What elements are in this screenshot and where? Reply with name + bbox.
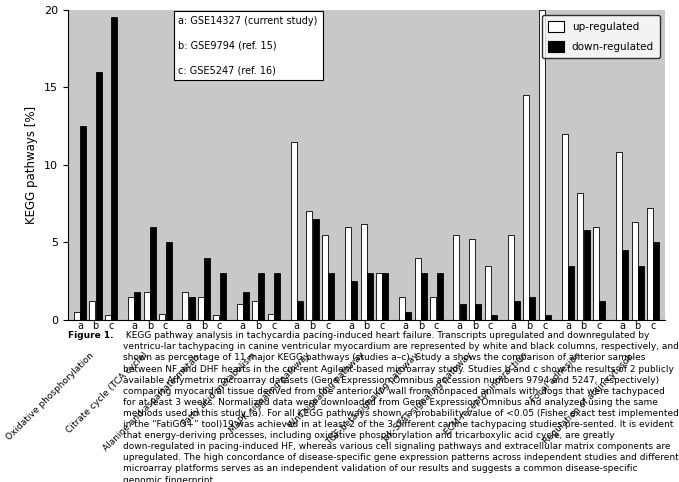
Bar	[562, 134, 568, 320]
Bar	[382, 273, 388, 320]
Bar	[328, 273, 334, 320]
Bar	[568, 266, 574, 320]
Text: a: GSE14327 (current study)

b: GSE9794 (ref. 15)

c: GSE5247 (ref. 16): a: GSE14327 (current study) b: GSE9794 (…	[179, 16, 318, 76]
Bar	[198, 297, 204, 320]
Text: Oxidative phosphorylation: Oxidative phosphorylation	[5, 350, 96, 442]
Text: KEGG pathway analysis in tachycardia pacing-induced heart failure. Transcripts u: KEGG pathway analysis in tachycardia pac…	[123, 331, 679, 482]
Text: Regulation of actin cytosok.: Regulation of actin cytosok.	[542, 350, 638, 446]
Bar	[647, 208, 653, 320]
Bar	[252, 301, 258, 320]
Bar	[243, 292, 249, 320]
Bar	[361, 224, 367, 320]
Bar	[183, 292, 188, 320]
Bar	[134, 292, 141, 320]
Bar	[367, 273, 373, 320]
Bar	[259, 273, 264, 320]
Bar	[405, 312, 411, 320]
Bar	[306, 212, 312, 320]
Bar	[74, 312, 80, 320]
Bar	[105, 315, 111, 320]
Bar	[128, 297, 134, 320]
Y-axis label: KEGG pathways [%]: KEGG pathways [%]	[26, 106, 39, 224]
Bar	[376, 273, 382, 320]
Bar	[204, 258, 210, 320]
Bar	[653, 242, 659, 320]
Bar	[437, 273, 443, 320]
Bar	[312, 219, 318, 320]
Bar	[491, 315, 497, 320]
Bar	[213, 315, 219, 320]
Bar	[616, 152, 622, 320]
Bar	[189, 297, 195, 320]
Bar	[638, 266, 644, 320]
Bar	[297, 301, 303, 320]
Bar	[220, 273, 225, 320]
Text: Alanine and aspartate metab.: Alanine and aspartate metab.	[102, 350, 204, 453]
Bar	[577, 193, 583, 320]
Text: ECM-receptor interaction: ECM-receptor interaction	[443, 350, 530, 437]
Bar	[399, 297, 405, 320]
Bar	[508, 235, 513, 320]
Bar	[144, 292, 149, 320]
Bar	[485, 266, 490, 320]
Bar	[514, 301, 520, 320]
Bar	[111, 17, 117, 320]
Bar	[160, 314, 165, 320]
Bar	[90, 301, 96, 320]
Bar	[430, 297, 437, 320]
Bar	[460, 305, 466, 320]
Bar	[584, 230, 589, 320]
Bar	[351, 281, 357, 320]
Text: Fatty acid metabolism: Fatty acid metabolism	[181, 350, 258, 428]
Bar	[421, 273, 427, 320]
Bar	[593, 227, 599, 320]
Bar	[415, 258, 421, 320]
Bar	[454, 235, 460, 320]
Bar	[274, 273, 280, 320]
Bar	[150, 227, 156, 320]
Bar	[322, 235, 328, 320]
Bar	[166, 242, 172, 320]
Bar	[622, 250, 628, 320]
Bar	[469, 239, 475, 320]
Legend: up-regulated, down-regulated: up-regulated, down-regulated	[542, 15, 660, 58]
Bar	[530, 297, 536, 320]
Bar	[80, 126, 86, 320]
Bar	[538, 10, 545, 320]
Text: Jak-STAT signaling pathway: Jak-STAT signaling pathway	[382, 350, 475, 444]
Text: Focal adhesion: Focal adhesion	[530, 350, 583, 404]
Text: Figure 1.: Figure 1.	[68, 331, 113, 340]
Bar	[475, 305, 481, 320]
Text: TGF-beta signaling pathway: TGF-beta signaling pathway	[325, 350, 421, 447]
Bar	[523, 95, 529, 320]
Bar	[236, 305, 242, 320]
Bar	[600, 301, 605, 320]
Bar	[345, 227, 351, 320]
Bar	[96, 72, 102, 320]
Text: MAPK signaling pathway: MAPK signaling pathway	[227, 350, 312, 435]
Text: Citrate cycle (TCA cycle): Citrate cycle (TCA cycle)	[65, 350, 150, 436]
Text: Wnt signaling pathway: Wnt signaling pathway	[287, 350, 367, 430]
Bar	[631, 222, 638, 320]
Bar	[291, 142, 297, 320]
Bar	[545, 315, 551, 320]
Bar	[268, 314, 274, 320]
